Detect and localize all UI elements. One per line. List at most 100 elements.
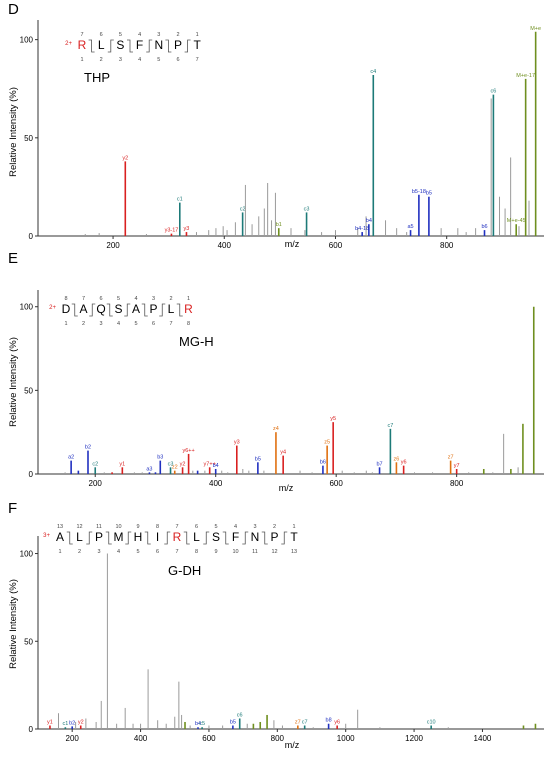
- x-tick-label: 600: [329, 241, 343, 248]
- x-tick-label: 200: [66, 734, 80, 743]
- peak-label: y1: [119, 461, 125, 467]
- top-ion-number: 3: [253, 524, 256, 530]
- peak-label: a5: [407, 224, 413, 230]
- fragment-bracket: [107, 39, 114, 53]
- fragment-bracket: [261, 531, 268, 545]
- fragment-bracket: [71, 303, 78, 317]
- sequence-residue: A: [56, 530, 64, 544]
- x-tick-label: 600: [202, 734, 216, 743]
- sequence-residue: A: [79, 302, 87, 316]
- fragment-bracket: [127, 39, 133, 53]
- panel-d: D 0 50 100 200 400 600 800 m/z Relative Intensit…: [0, 0, 550, 250]
- x-tick-label: 200: [89, 479, 103, 488]
- peak-label: c4: [370, 69, 376, 75]
- fragment-bracket: [106, 303, 113, 317]
- fragment-bracket: [89, 303, 96, 317]
- fragment-bracket: [164, 531, 171, 545]
- fragment-bracket: [159, 303, 166, 317]
- y-axis-title: Relative Intensity (%): [8, 87, 19, 177]
- peak-label: M+e-17: [516, 73, 535, 79]
- peak-label: b4: [213, 463, 219, 469]
- peak-label: b2: [85, 445, 91, 451]
- y-axis-title: Relative Intensity (%): [8, 579, 19, 669]
- y-tick-label: 100: [20, 303, 34, 312]
- fragment-bracket: [86, 531, 93, 545]
- peak-label: b7: [376, 461, 382, 467]
- x-tick-label: 200: [106, 241, 120, 248]
- peak-label: b8: [326, 718, 332, 724]
- spectrum-chart: 0 50 100 200 400 600 800 1000 1200 1400 m/z Relativ…: [8, 524, 544, 750]
- panel-letter: D: [8, 1, 19, 18]
- charge-state: 3+: [43, 533, 50, 539]
- fragment-bracket: [242, 531, 249, 545]
- sequence-residue: F: [232, 530, 239, 544]
- bottom-ion-number: 8: [187, 321, 190, 327]
- bottom-ion-number: 9: [214, 549, 217, 555]
- x-tick-label: 1000: [337, 734, 355, 743]
- bottom-ion-number: 2: [82, 321, 85, 327]
- y-tick-label: 0: [29, 725, 34, 734]
- panel-letter: F: [8, 500, 18, 517]
- sequence-residue: T: [290, 530, 298, 544]
- y-tick-label: 100: [20, 36, 34, 45]
- top-ion-number: 12: [76, 524, 82, 530]
- bottom-ion-number: 3: [119, 57, 122, 63]
- bottom-ion-number: 4: [117, 549, 120, 555]
- peak-label: y6: [401, 460, 407, 466]
- peak-label: c1: [62, 721, 68, 727]
- peak-label: b4-18: [355, 226, 369, 232]
- peak-label: M+e-45: [507, 218, 526, 224]
- sequence-residue: A: [132, 302, 140, 316]
- top-ion-number: 8: [156, 524, 159, 530]
- sequence-residue: P: [95, 530, 103, 544]
- fragment-bracket: [124, 303, 131, 317]
- y-tick-label: 50: [24, 637, 33, 646]
- bottom-ion-number: 6: [156, 549, 159, 555]
- peak-label: b5: [255, 456, 261, 462]
- peak-label: y3: [184, 226, 190, 232]
- peak-label: b1: [276, 222, 282, 228]
- panel-letter: E: [8, 250, 19, 267]
- charge-state: 2+: [49, 305, 56, 311]
- peak-label: z4: [273, 426, 279, 432]
- sequence-residue: Q: [96, 302, 105, 316]
- fragment-bracket: [281, 531, 288, 545]
- charge-state: 2+: [65, 41, 72, 47]
- bottom-ion-number: 7: [175, 549, 178, 555]
- peak-label: c5: [199, 721, 205, 727]
- bottom-ion-number: 5: [157, 57, 160, 63]
- peak-label: M+e: [530, 26, 541, 32]
- y-tick-label: 50: [24, 386, 33, 395]
- sequence-residue: T: [194, 38, 202, 52]
- x-tick-label: 400: [218, 241, 232, 248]
- sequence-residue: R: [173, 530, 182, 544]
- bottom-ion-number: 4: [138, 57, 141, 63]
- bottom-ion-number: 7: [196, 57, 199, 63]
- peak-label: y3-17: [165, 228, 179, 234]
- peak-label: b4: [195, 721, 201, 727]
- panel-f: F 0 50 100 200 400 600 800 1000 1200 1400 m/z Relat…: [0, 496, 550, 754]
- y-tick-label: 50: [24, 134, 33, 143]
- bottom-ion-number: 12: [271, 549, 277, 555]
- sequence-residue: R: [78, 38, 87, 52]
- sequence-residue: L: [98, 38, 105, 52]
- peak-label: b6: [481, 224, 487, 230]
- top-ion-number: 7: [80, 32, 83, 38]
- top-ion-number: 3: [157, 32, 160, 38]
- bottom-ion-number: 7: [169, 321, 172, 327]
- fragment-bracket: [125, 531, 132, 545]
- sequence-residue: D: [62, 302, 71, 316]
- spectrum-chart: 0 50 100 200 400 600 800 m/z Relative Intensity …: [8, 20, 544, 250]
- peak-label: b2: [69, 720, 75, 726]
- top-ion-number: 6: [195, 524, 198, 530]
- fragment-bracket: [141, 303, 148, 317]
- peak-label: b5-18: [412, 189, 426, 195]
- sequence-residue: L: [193, 530, 200, 544]
- top-ion-number: 1: [196, 32, 199, 38]
- sequence-residue: S: [212, 530, 220, 544]
- top-ion-number: 6: [99, 296, 102, 302]
- top-ion-number: 10: [115, 524, 121, 530]
- sequence-residue: H: [134, 530, 143, 544]
- peak-label: c6: [237, 712, 243, 718]
- sequence-residue: P: [149, 302, 157, 316]
